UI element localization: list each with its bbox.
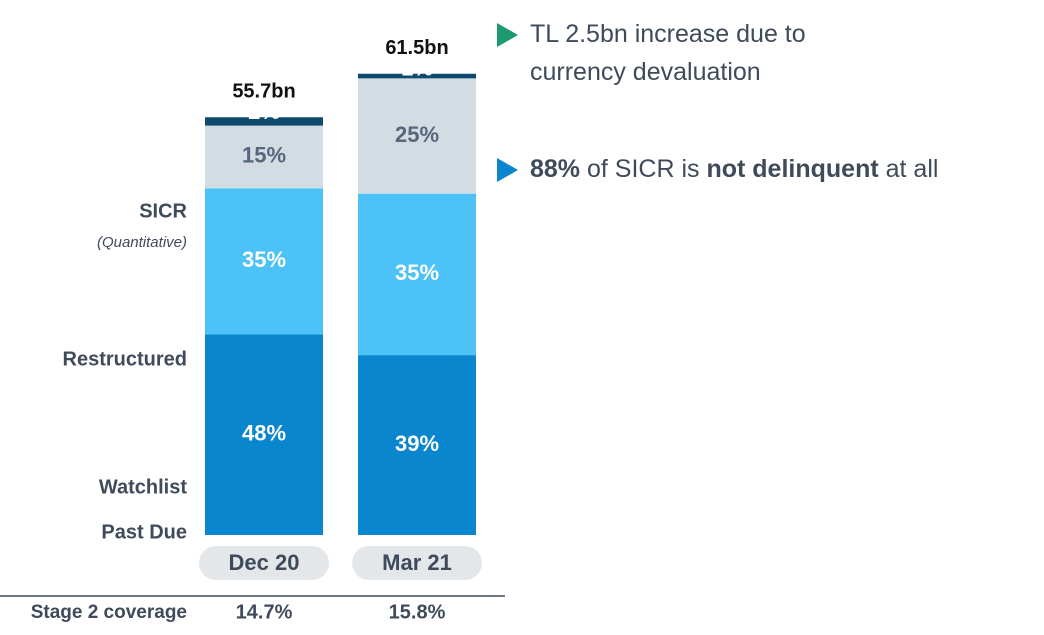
series-label: SICR: [139, 200, 187, 222]
category-pill: [199, 546, 329, 580]
note-text: TL 2.5bn increase due to: [530, 20, 806, 48]
bar-segment: [205, 188, 323, 335]
segment-label: 25%: [395, 122, 439, 147]
category-label: Mar 21: [382, 550, 452, 575]
bullet: [497, 158, 518, 182]
bar-segment: [205, 125, 323, 189]
segment-label: 48%: [242, 421, 286, 446]
total-label: 55.7bn: [232, 81, 295, 103]
segment-label: 35%: [395, 260, 439, 285]
note-text: of SICR is: [580, 155, 706, 183]
note: TL 2.5bn increase due to currency devalua…: [530, 20, 806, 86]
series-label: Past Due: [101, 521, 187, 543]
category-label: Dec 20: [229, 550, 300, 575]
segment-label: 35%: [242, 247, 286, 272]
bar-segment: [205, 117, 323, 126]
series-label: Watchlist: [99, 476, 187, 498]
bar-segment: [358, 355, 476, 535]
note-text: 88%: [530, 155, 580, 183]
total-label: 61.5bn: [385, 37, 448, 59]
note-text: not delinquent: [706, 155, 879, 183]
bullet: [497, 23, 518, 47]
bar-segment: [358, 73, 476, 79]
segment-label: 1%: [401, 56, 433, 81]
coverage-value: 15.8%: [389, 601, 446, 623]
note: 88% of SICR is not delinquent at all: [530, 155, 938, 183]
series-subtitle: (Quantitative): [97, 234, 187, 251]
category-pill: [352, 546, 482, 580]
note-text: currency devaluation: [530, 58, 761, 86]
bar-segment: [205, 334, 323, 535]
segment-label: 39%: [395, 431, 439, 456]
bar-segment: [358, 193, 476, 356]
segment-label: 2%: [248, 99, 280, 124]
note-text: at all: [879, 155, 939, 183]
segment-label: 15%: [242, 143, 286, 168]
bar-segment: [358, 78, 476, 194]
coverage-title: Stage 2 coverage: [31, 602, 187, 623]
series-label: Restructured: [63, 348, 187, 370]
coverage-value: 14.7%: [236, 601, 293, 623]
